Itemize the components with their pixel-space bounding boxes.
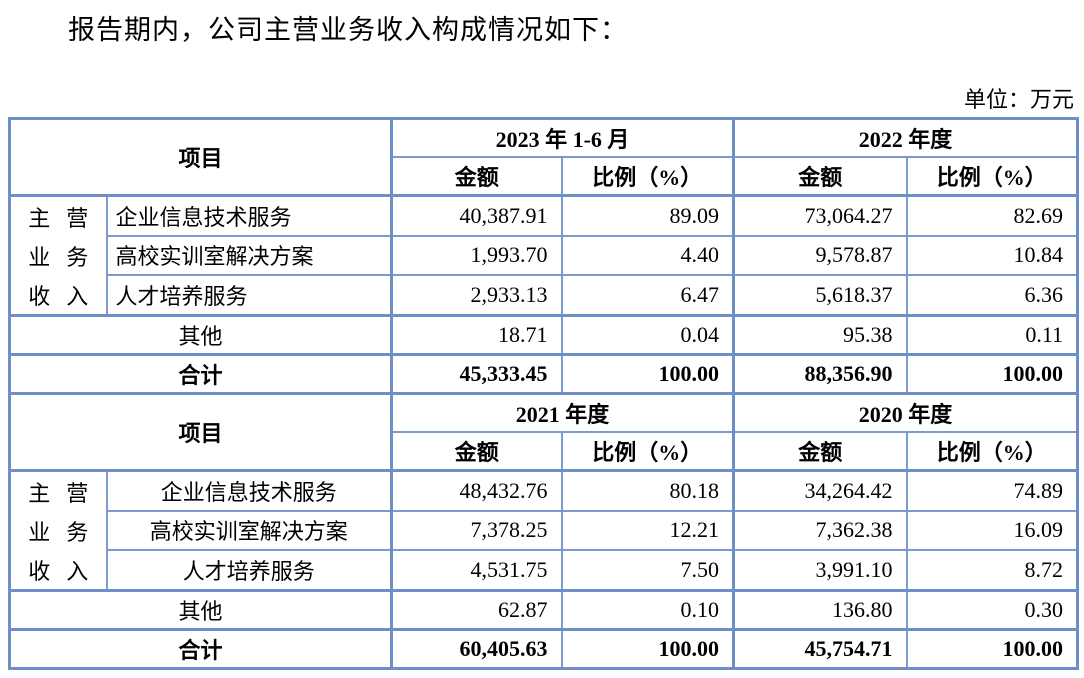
section1-amount-header-1: 金额 bbox=[390, 156, 563, 197]
cell-value: 0.04 bbox=[560, 314, 735, 356]
row-label: 企业信息技术服务 bbox=[105, 469, 393, 512]
section2-amount-header-2: 金额 bbox=[732, 431, 908, 472]
table-row: 主 营 业 务 收 入 企业信息技术服务 48,432.76 80.18 34,… bbox=[8, 469, 1079, 592]
section1-period-2023: 2023 年 1-6 月 bbox=[390, 117, 735, 158]
cell-value: 8.72 bbox=[905, 549, 1079, 593]
section2-period-2021: 2021 年度 bbox=[390, 392, 735, 433]
row-label: 人才培养服务 bbox=[105, 274, 393, 318]
other-row: 其他 62.87 0.10 136.80 0.30 bbox=[8, 589, 1079, 631]
row-label-other: 其他 bbox=[8, 314, 393, 356]
row-label-other: 其他 bbox=[8, 589, 393, 631]
cell-value: 89.09 bbox=[560, 194, 735, 237]
section1-ratio-header-2: 比例（%） bbox=[905, 156, 1079, 197]
section1-period-header-row: 项目 2023 年 1-6 月 2022 年度 bbox=[8, 117, 1079, 197]
cell-value: 12.21 bbox=[560, 509, 735, 552]
section1-ratio-header-1: 比例（%） bbox=[560, 156, 735, 197]
table-row: 人才培养服务 4,531.75 7.50 3,991.10 8.72 bbox=[10, 549, 1079, 593]
cell-value: 100.00 bbox=[905, 353, 1079, 395]
total-row: 合计 45,333.45 100.00 88,356.90 100.00 bbox=[8, 353, 1079, 395]
main-business-revenue-label: 主 营 业 务 收 入 bbox=[28, 480, 89, 584]
cell-value: 40,387.91 bbox=[390, 194, 563, 237]
cell-value: 6.47 bbox=[560, 274, 735, 318]
section1-measure-header-row: 金额 比例（%） 金额 比例（%） bbox=[10, 156, 1079, 197]
cell-value: 0.30 bbox=[905, 589, 1079, 631]
cell-value: 16.09 bbox=[905, 509, 1079, 552]
cell-value: 100.00 bbox=[905, 628, 1079, 670]
cell-value: 73,064.27 bbox=[732, 194, 908, 237]
main-business-revenue-label: 主 营 业 务 收 入 bbox=[28, 205, 89, 309]
table-row: 高校实训室解决方案 1,993.70 4.40 9,578.87 10.84 bbox=[10, 234, 1079, 277]
cell-value: 100.00 bbox=[560, 628, 735, 670]
row-label-total: 合计 bbox=[8, 353, 393, 395]
cell-value: 48,432.76 bbox=[390, 469, 563, 512]
cell-value: 6.36 bbox=[905, 274, 1079, 318]
cell-value: 4.40 bbox=[560, 234, 735, 277]
cell-value: 34,264.42 bbox=[732, 469, 908, 512]
table-row: 高校实训室解决方案 7,378.25 12.21 7,362.38 16.09 bbox=[10, 509, 1079, 552]
total-row: 合计 60,405.63 100.00 45,754.71 100.00 bbox=[8, 628, 1079, 670]
row-label: 企业信息技术服务 bbox=[105, 194, 393, 237]
cell-value: 3,991.10 bbox=[732, 549, 908, 593]
cell-value: 7,362.38 bbox=[732, 509, 908, 552]
cell-value: 5,618.37 bbox=[732, 274, 908, 318]
section1-period-2022: 2022 年度 bbox=[732, 117, 1079, 158]
cell-value: 2,933.13 bbox=[390, 274, 563, 318]
section2-ratio-header-1: 比例（%） bbox=[560, 431, 735, 472]
cell-value: 95.38 bbox=[732, 314, 908, 356]
cell-value: 136.80 bbox=[732, 589, 908, 631]
section2-item-header: 项目 bbox=[8, 392, 393, 472]
cell-value: 82.69 bbox=[905, 194, 1079, 237]
cell-value: 80.18 bbox=[560, 469, 735, 512]
section1-group-label-cell: 主 营 业 务 收 入 bbox=[8, 194, 108, 317]
cell-value: 4,531.75 bbox=[390, 549, 563, 593]
cell-value: 62.87 bbox=[390, 589, 563, 631]
row-label: 人才培养服务 bbox=[105, 549, 393, 593]
section2-measure-header-row: 金额 比例（%） 金额 比例（%） bbox=[10, 431, 1079, 472]
section2-period-2020: 2020 年度 bbox=[732, 392, 1079, 433]
cell-value: 7,378.25 bbox=[390, 509, 563, 552]
section2-period-header-row: 项目 2021 年度 2020 年度 bbox=[8, 392, 1079, 472]
row-label: 高校实训室解决方案 bbox=[105, 234, 393, 277]
section2-group-label-cell: 主 营 业 务 收 入 bbox=[8, 469, 108, 592]
cell-value: 0.10 bbox=[560, 589, 735, 631]
cell-value: 100.00 bbox=[560, 353, 735, 395]
row-label: 高校实训室解决方案 bbox=[105, 509, 393, 552]
unit-label: 单位：万元 bbox=[963, 87, 1074, 112]
cell-value: 74.89 bbox=[905, 469, 1079, 512]
cell-value: 60,405.63 bbox=[390, 628, 563, 670]
other-row: 其他 18.71 0.04 95.38 0.11 bbox=[8, 314, 1079, 356]
cell-value: 10.84 bbox=[905, 234, 1079, 277]
cell-value: 45,333.45 bbox=[390, 353, 563, 395]
cell-value: 18.71 bbox=[390, 314, 563, 356]
cell-value: 7.50 bbox=[560, 549, 735, 593]
cell-value: 9,578.87 bbox=[732, 234, 908, 277]
revenue-composition-table: 项目 2023 年 1-6 月 2022 年度 金额 比例（%） 金额 比例（%… bbox=[8, 117, 1080, 670]
section1-item-header: 项目 bbox=[8, 117, 393, 197]
section2-ratio-header-2: 比例（%） bbox=[905, 431, 1079, 472]
section1-amount-header-2: 金额 bbox=[732, 156, 908, 197]
cell-value: 88,356.90 bbox=[732, 353, 908, 395]
row-label-total: 合计 bbox=[8, 628, 393, 670]
table-row: 人才培养服务 2,933.13 6.47 5,618.37 6.36 bbox=[10, 274, 1079, 318]
page-title: 报告期内，公司主营业务收入构成情况如下： bbox=[68, 15, 628, 45]
cell-value: 45,754.71 bbox=[732, 628, 908, 670]
section2-amount-header-1: 金额 bbox=[390, 431, 563, 472]
table-row: 主 营 业 务 收 入 企业信息技术服务 40,387.91 89.09 73,… bbox=[8, 194, 1079, 317]
cell-value: 1,993.70 bbox=[390, 234, 563, 277]
cell-value: 0.11 bbox=[905, 314, 1079, 356]
